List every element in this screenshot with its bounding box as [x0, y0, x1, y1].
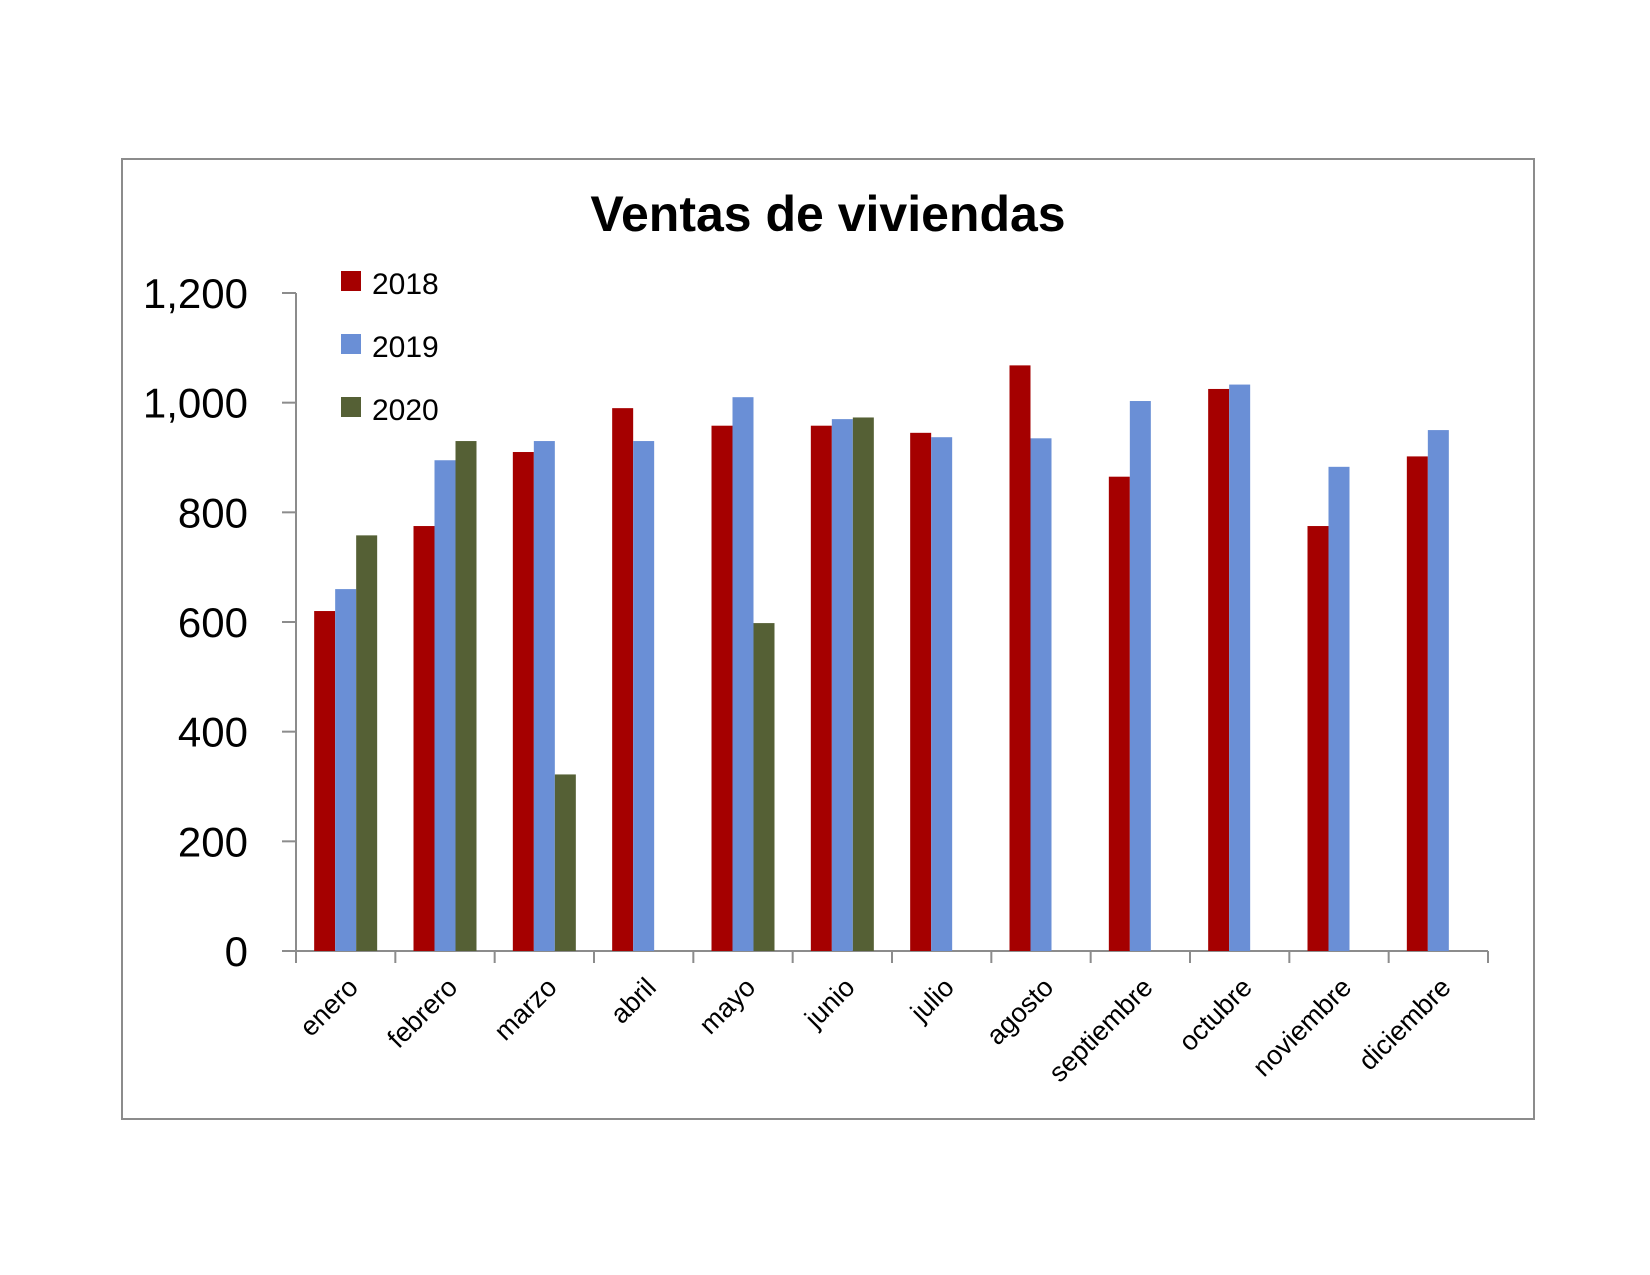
legend: 2018 2019 2020: [341, 268, 439, 427]
bar-2020: [852, 417, 874, 951]
bar-2019: [335, 589, 357, 951]
bar-2018: [711, 425, 733, 951]
bar-2019: [533, 441, 555, 951]
bar-2019: [1328, 466, 1350, 951]
y-tick-label: 1,200: [143, 270, 248, 317]
bar-2018: [1406, 456, 1428, 951]
legend-label: 2020: [372, 394, 439, 427]
bar-2018: [1208, 388, 1230, 951]
bar-2020: [356, 535, 378, 951]
chart-title: Ventas de viviendas: [590, 186, 1065, 242]
bar-2019: [732, 397, 754, 951]
bar-2019: [931, 437, 953, 951]
y-tick-label: 400: [178, 709, 248, 756]
legend-label: 2019: [372, 331, 439, 364]
bar-2019: [434, 460, 456, 951]
bar-2018: [612, 408, 634, 951]
bar-2018: [314, 611, 336, 951]
bar-2019: [1229, 384, 1251, 951]
bar-2020: [554, 774, 576, 951]
bar-2019: [1427, 430, 1449, 951]
bar-2020: [753, 623, 775, 951]
bar-2019: [831, 419, 853, 951]
bar-2018: [810, 425, 832, 951]
y-tick-label: 600: [178, 599, 248, 646]
bar-2019: [633, 441, 655, 951]
bar-2018: [1307, 526, 1329, 951]
bar-2018: [512, 452, 534, 951]
bar-2018: [910, 432, 932, 951]
bar-2019: [1030, 438, 1052, 951]
bar-2018: [1108, 476, 1130, 951]
bar-2018: [413, 526, 435, 951]
y-tick-label: 1,000: [143, 380, 248, 427]
legend-swatch: [341, 397, 361, 417]
bar-2020: [455, 441, 477, 951]
y-tick-label: 200: [178, 818, 248, 865]
bar-2018: [1009, 365, 1031, 951]
legend-swatch: [341, 271, 361, 291]
bars: [314, 365, 1449, 951]
y-tick-label: 800: [178, 489, 248, 536]
y-tick-label: 0: [225, 928, 248, 975]
legend-label: 2018: [372, 268, 439, 301]
y-axis: 0 200 400 600 800 1,000 1,200: [143, 270, 297, 975]
legend-swatch: [341, 334, 361, 354]
bar-2019: [1129, 401, 1151, 951]
